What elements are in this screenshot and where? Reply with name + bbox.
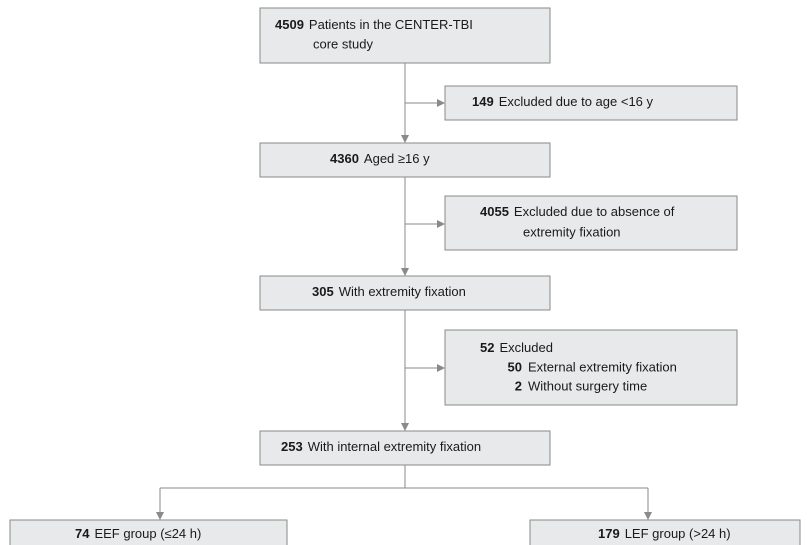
label: Excluded	[499, 340, 552, 355]
box	[444, 195, 738, 251]
label: extremity fixation	[523, 224, 621, 239]
node-text: 52 Excluded	[480, 340, 553, 355]
box	[259, 430, 551, 466]
label: EEF group (≤24 h)	[94, 526, 201, 541]
label: With extremity fixation	[339, 284, 466, 299]
label: core study	[313, 36, 373, 51]
count: 179	[598, 526, 620, 541]
count: 2	[515, 378, 522, 393]
node-text: 4055 Excluded due to absence of	[480, 204, 675, 219]
count: 4360	[330, 151, 359, 166]
node-text: 4360 Aged ≥16 y	[330, 151, 430, 166]
count: 149	[472, 94, 494, 109]
branch-line	[160, 465, 648, 489]
label: Patients in the CENTER-TBI	[309, 17, 473, 32]
node-text: 253 With internal extremity fixation	[281, 439, 481, 454]
node-text: 74 EEF group (≤24 h)	[75, 526, 201, 541]
box	[444, 329, 738, 406]
label: LEF group (>24 h)	[625, 526, 731, 541]
node-text: 4509 Patients in the CENTER-TBI	[275, 17, 473, 32]
box	[259, 7, 551, 64]
count: 50	[508, 359, 522, 374]
label: External extremity fixation	[528, 359, 677, 374]
count: 52	[480, 340, 494, 355]
box	[259, 142, 551, 178]
count: 4055	[480, 204, 509, 219]
label: Excluded due to age <16 y	[499, 94, 654, 109]
node-text: 179 LEF group (>24 h)	[598, 526, 731, 541]
box	[444, 85, 738, 121]
count: 253	[281, 439, 303, 454]
count: 74	[75, 526, 90, 541]
box	[9, 519, 288, 545]
label: Without surgery time	[528, 378, 647, 393]
label: Aged ≥16 y	[364, 151, 430, 166]
box	[259, 275, 551, 311]
box	[529, 519, 801, 545]
label: With internal extremity fixation	[308, 439, 481, 454]
node-text: 305 With extremity fixation	[312, 284, 466, 299]
count: 305	[312, 284, 334, 299]
label: Excluded due to absence of	[514, 204, 675, 219]
node-text: 149 Excluded due to age <16 y	[472, 94, 654, 109]
count: 4509	[275, 17, 304, 32]
